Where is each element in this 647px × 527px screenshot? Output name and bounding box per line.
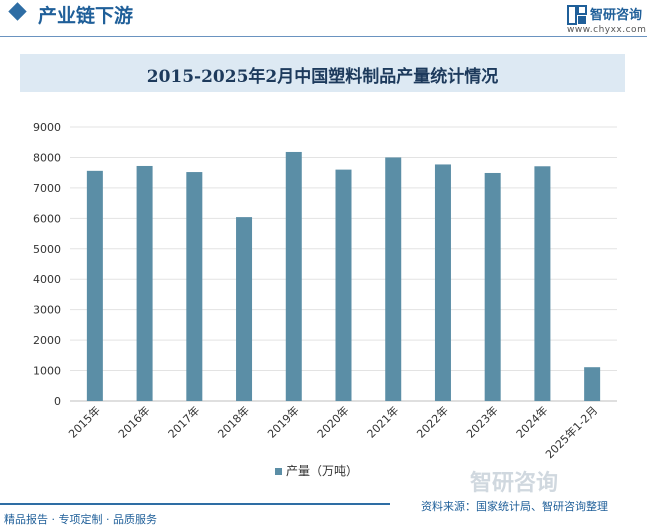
y-tick-label: 2000 [33, 334, 61, 347]
brand-url: www.chyxx.com [567, 25, 647, 35]
brand-name: 智研咨询 [590, 8, 643, 23]
bar [236, 217, 253, 401]
x-tick-label: 2022年 [414, 403, 451, 440]
bar [136, 165, 153, 401]
footer-tagline: 精品报告 · 专项定制 · 品质服务 [4, 513, 157, 526]
header-bar: 产业链下游 智研咨询 www.chyxx.com [0, 0, 647, 40]
legend-swatch [275, 468, 282, 475]
x-tick-label: 2017年 [165, 403, 202, 440]
footer-divider [0, 503, 390, 505]
x-tick-label: 2018年 [215, 403, 252, 440]
bar [186, 172, 203, 401]
x-tick-label: 2016年 [115, 403, 152, 440]
x-tick-label: 2023年 [463, 403, 500, 440]
x-tick-label: 2024年 [513, 403, 550, 440]
y-tick-label: 1000 [33, 365, 61, 378]
bar [385, 157, 402, 401]
bar [86, 170, 103, 401]
x-tick-label: 2021年 [364, 403, 401, 440]
section-title: 产业链下游 [38, 5, 134, 27]
y-tick-label: 3000 [33, 304, 61, 317]
y-tick-label: 6000 [33, 212, 61, 225]
bar [584, 367, 601, 401]
bar [285, 151, 302, 401]
x-tick-label: 2025年1-2月 [542, 403, 600, 461]
chyxx-logo-icon [567, 5, 587, 25]
bar [335, 169, 352, 401]
y-tick-label: 7000 [33, 182, 61, 195]
x-tick-label: 2019年 [264, 403, 301, 440]
bar [534, 166, 551, 401]
x-tick-label: 2015年 [66, 403, 103, 440]
y-tick-label: 8000 [33, 151, 61, 164]
y-tick-label: 0 [54, 395, 61, 408]
y-tick-label: 5000 [33, 243, 61, 256]
chart-title-band: 2015-2025年2月中国塑料制品产量统计情况 [20, 54, 625, 92]
header-divider [0, 36, 647, 37]
x-tick-label: 2020年 [314, 403, 351, 440]
legend-label: 产量（万吨） [286, 464, 359, 478]
bar [484, 172, 501, 401]
y-tick-label: 9000 [33, 121, 61, 134]
bar [434, 164, 451, 401]
data-source: 资料来源：国家统计局、智研咨询整理 [421, 500, 608, 513]
chart-title: 2015-2025年2月中国塑料制品产量统计情况 [146, 67, 499, 87]
chart-legend: 产量（万吨） [275, 462, 358, 479]
y-tick-label: 4000 [33, 273, 61, 286]
watermark-brand: 智研咨询 [470, 471, 559, 496]
